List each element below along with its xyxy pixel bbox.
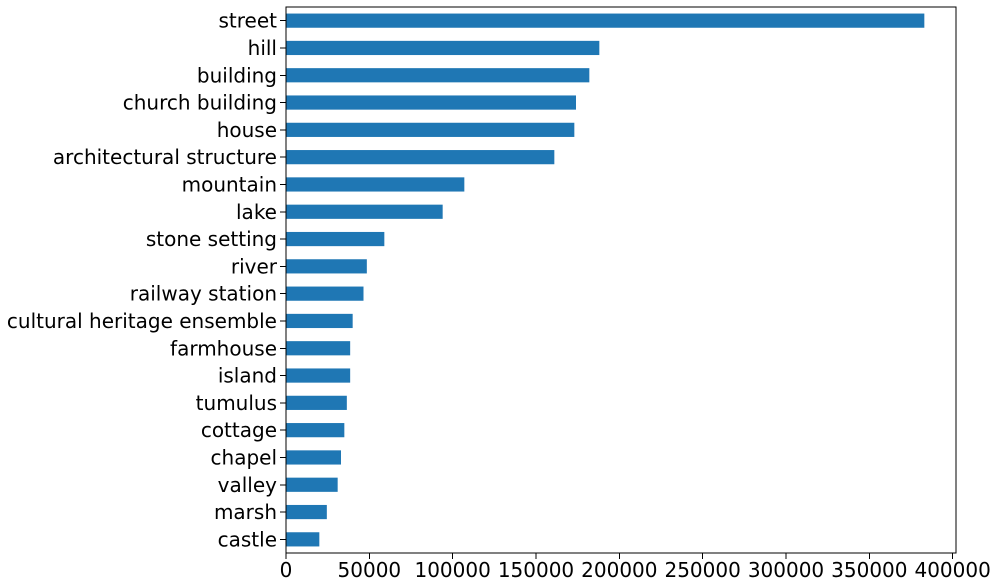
y-tick-label: island [218, 364, 277, 388]
y-tick-label: church building [123, 91, 277, 115]
x-tick-label: 250000 [664, 558, 740, 582]
bar-church-building [286, 95, 576, 110]
x-tick-label: 350000 [831, 558, 907, 582]
y-tick-label: street [219, 9, 278, 33]
y-tick-label: building [197, 63, 277, 87]
bar-stone-setting [286, 231, 385, 247]
x-tick-label: 400000 [914, 558, 990, 582]
bar-house [286, 122, 575, 137]
y-tick-label: mountain [182, 172, 277, 196]
x-tick-label: 100000 [414, 558, 490, 582]
bar-cottage [286, 423, 345, 438]
bar-mountain [286, 177, 465, 192]
bar-farmhouse [286, 341, 351, 356]
y-tick-label: farmhouse [170, 336, 277, 360]
plot-frame [285, 6, 957, 554]
bars-group [286, 13, 925, 547]
x-tick-label: 300000 [748, 558, 824, 582]
bar-river [286, 259, 367, 274]
bar-castle [286, 532, 320, 547]
bar-railway-station [286, 286, 364, 301]
x-tick-label: 0 [280, 558, 293, 582]
y-tick-label: architectural structure [53, 145, 277, 169]
y-tick-label: cottage [201, 418, 277, 442]
bar-marsh [286, 504, 327, 520]
bar-cultural-heritage-ensemble [286, 313, 353, 329]
x-axis-ticks: 0 50000 100000 150000 200000 250000 300000 3500… [280, 553, 991, 582]
bar-building [286, 68, 590, 83]
y-tick-label: cultural heritage ensemble [7, 309, 277, 333]
y-tick-label: tumulus [196, 391, 277, 415]
y-tick-label: marsh [214, 500, 277, 524]
bar-lake [286, 204, 443, 219]
y-tick-label: house [217, 118, 277, 142]
y-tick-label: lake [236, 200, 277, 224]
y-axis-ticks: street hill building church building house ar… [7, 9, 286, 551]
y-tick-label: river [231, 254, 278, 278]
y-tick-label: railway station [130, 282, 277, 306]
y-tick-label: stone setting [146, 227, 277, 251]
bar-tumulus [286, 395, 347, 410]
bar-chapel [286, 450, 341, 465]
bar-island [286, 368, 351, 383]
y-tick-label: valley [218, 473, 278, 497]
y-tick-label: hill [248, 36, 277, 60]
x-tick-label: 50000 [338, 558, 402, 582]
y-tick-label: chapel [211, 445, 277, 469]
bar-hill [286, 40, 600, 56]
y-tick-label: castle [218, 527, 277, 551]
bar-architectural-structure [286, 150, 555, 165]
x-tick-label: 200000 [581, 558, 657, 582]
bar-street [286, 13, 925, 28]
bar-valley [286, 477, 338, 492]
x-tick-label: 150000 [498, 558, 574, 582]
